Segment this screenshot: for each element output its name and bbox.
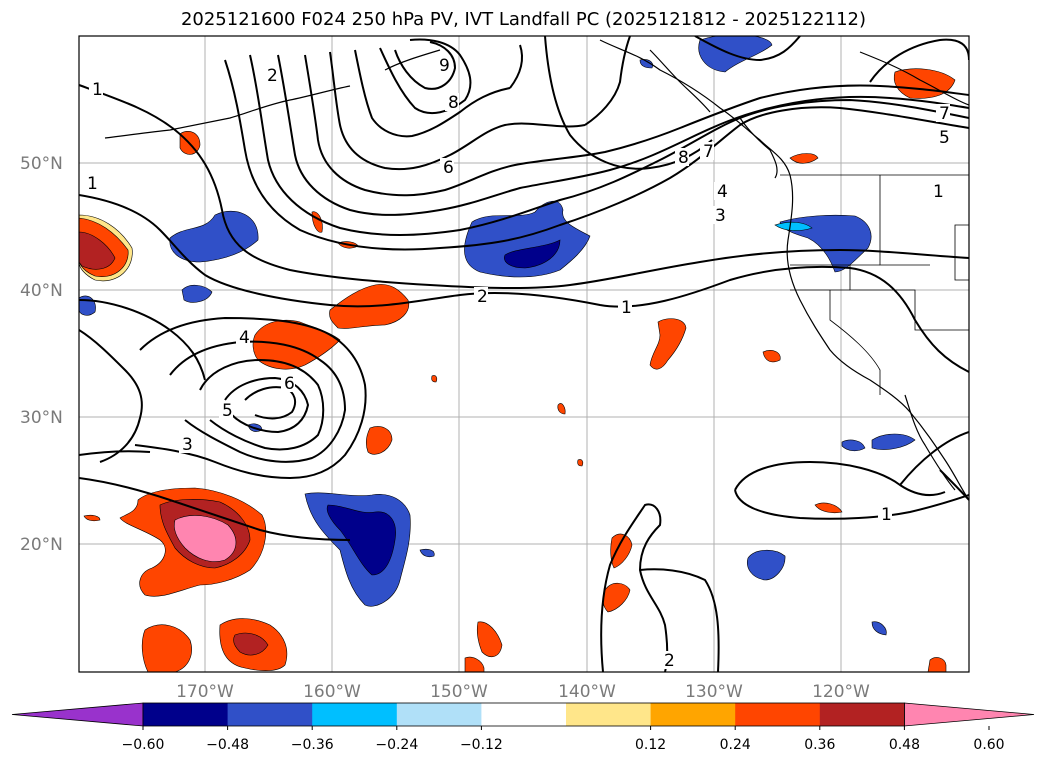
- colorbar-tick-label: −0.24: [375, 737, 418, 753]
- colorbar-tick-label: −0.60: [122, 737, 165, 753]
- colorbar-outline: [142, 702, 905, 727]
- contour-label: 5: [222, 401, 233, 421]
- colorbar-tick-label: −0.36: [291, 737, 334, 753]
- lon-label-130w: 130°W: [685, 682, 743, 702]
- lat-label-20: 20°N: [20, 535, 63, 555]
- contour-label: 9: [439, 56, 450, 76]
- colorbar-segment: [312, 703, 398, 726]
- colorbar: −0.60 −0.48 −0.36 −0.24 −0.12 0.12 0.24 0.36 0.4…: [11, 702, 1035, 753]
- colorbar-tick-label: −0.12: [460, 737, 503, 753]
- colorbar-segment: [396, 703, 482, 726]
- contour-label: 2: [477, 287, 488, 307]
- contour-label: 6: [284, 374, 295, 394]
- latitude-labels: 50°N 40°N 30°N 20°N: [20, 154, 63, 555]
- lon-label-170w: 170°W: [176, 682, 234, 702]
- colorbar-tick-label: −0.48: [206, 737, 249, 753]
- contour-label: 4: [239, 328, 250, 348]
- colorbar-tick-label: 0.48: [889, 737, 920, 753]
- contour-label: 1: [92, 80, 103, 100]
- contour-label: 8: [678, 148, 689, 168]
- positive-pv-shading: [79, 68, 956, 672]
- contour-label: 3: [182, 435, 193, 455]
- contour-label: 4: [717, 182, 728, 202]
- colorbar-segment: [481, 703, 567, 726]
- map-title: 2025121600 F024 250 hPa PV, IVT Landfall…: [180, 9, 867, 30]
- lat-label-30: 30°N: [20, 408, 63, 428]
- contour-label: 3: [715, 206, 726, 226]
- longitude-labels: 170°W 160°W 150°W 140°W 130°W 120°W: [176, 682, 870, 702]
- lat-label-50: 50°N: [20, 154, 63, 174]
- contour-label: 7: [703, 142, 714, 162]
- colorbar-segment: [227, 703, 313, 726]
- colorbar-segment: [650, 703, 736, 726]
- contour-label: 1: [621, 298, 632, 318]
- colorbar-tick-label: 0.60: [973, 737, 1004, 753]
- contour-label: 2: [267, 66, 278, 86]
- map-frame: [78, 35, 970, 673]
- colorbar-segment: [566, 703, 652, 726]
- contour-label: 1: [87, 174, 98, 194]
- colorbar-tick-label: 0.36: [804, 737, 835, 753]
- contour-label: 6: [443, 158, 454, 178]
- contour-label: 2: [664, 651, 675, 671]
- contour-label: 7: [939, 104, 950, 124]
- coastlines: [104, 39, 969, 501]
- lon-label-150w: 150°W: [430, 682, 488, 702]
- colorbar-extend-max: [904, 702, 1035, 727]
- lon-label-160w: 160°W: [303, 682, 361, 702]
- political-borders: [780, 174, 969, 395]
- lon-label-140w: 140°W: [558, 682, 616, 702]
- colorbar-tick-label: 0.24: [720, 737, 751, 753]
- pv-contours: [79, 36, 969, 672]
- colorbar-segment: [819, 703, 905, 726]
- colorbar-segment: [143, 703, 229, 726]
- colorbar-segment: [735, 703, 821, 726]
- contour-label: 1: [881, 505, 892, 525]
- contour-label: 1: [933, 182, 944, 202]
- lat-label-40: 40°N: [20, 281, 63, 301]
- colorbar-extend-min: [11, 702, 144, 727]
- colorbar-tick-label: 0.12: [635, 737, 666, 753]
- contour-label: 8: [448, 93, 459, 113]
- contour-label: 5: [939, 128, 950, 148]
- contour-labels: 1 1 2 9 8 6 8 7 4 3 7 5 1 2 1 4 6 5 3 1 …: [84, 56, 950, 671]
- lon-label-120w: 120°W: [812, 682, 870, 702]
